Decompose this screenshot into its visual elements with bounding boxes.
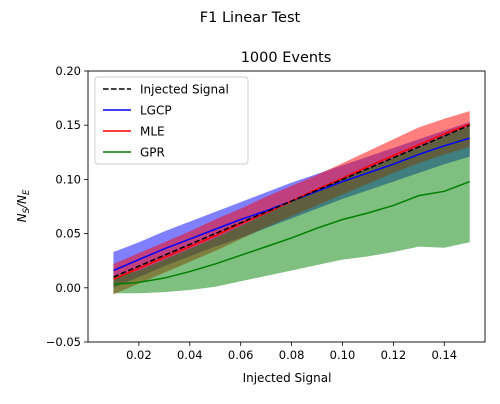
x-axis-label: Injected Signal bbox=[243, 371, 332, 385]
y-tick-label: 0.00 bbox=[55, 281, 81, 295]
y-tick-label: 0.20 bbox=[55, 64, 81, 78]
y-tick-label: −0.05 bbox=[46, 335, 81, 349]
x-tick-label: 0.02 bbox=[126, 348, 152, 362]
x-tick-label: 0.04 bbox=[177, 348, 203, 362]
y-tick-label: 0.05 bbox=[55, 227, 81, 241]
y-label-main: N bbox=[15, 213, 29, 222]
legend-box bbox=[94, 76, 249, 165]
x-tick-label: 0.10 bbox=[330, 348, 356, 362]
figure-suptitle: F1 Linear Test bbox=[200, 10, 301, 26]
mle-legend-label: MLE bbox=[140, 125, 165, 139]
y-label-den-main: N bbox=[15, 195, 29, 204]
x-tick-label: 0.14 bbox=[431, 348, 457, 362]
y-axis-ticks: −0.05 0.00 0.05 0.10 0.15 0.20 bbox=[46, 64, 88, 349]
y-label-slash: / bbox=[15, 202, 29, 209]
y-tick-label: 0.10 bbox=[55, 172, 81, 186]
axes-title: 1000 Events bbox=[241, 50, 332, 66]
series-lines bbox=[113, 123, 471, 286]
injected-signal-line bbox=[113, 124, 471, 278]
lgcp-legend-label: LGCP bbox=[140, 104, 172, 118]
y-label-num-sub: S bbox=[22, 207, 32, 213]
x-tick-label: 0.12 bbox=[381, 348, 407, 362]
y-tick-label: 0.15 bbox=[55, 118, 81, 132]
x-tick-label: 0.08 bbox=[279, 348, 305, 362]
x-tick-label: 0.06 bbox=[228, 348, 254, 362]
plot-frame bbox=[87, 70, 486, 343]
injected-signal-legend-label: Injected Signal bbox=[140, 83, 229, 97]
x-axis-ticks: 0.02 0.04 0.06 0.08 0.10 0.12 0.14 bbox=[126, 342, 457, 362]
y-axis-label: NS/NE bbox=[15, 189, 32, 222]
y-label-den-sub: E bbox=[22, 189, 32, 195]
gpr-line bbox=[113, 180, 470, 286]
gpr-legend-label: GPR bbox=[140, 146, 165, 160]
legend: Injected Signal LGCP MLE GPR bbox=[94, 76, 249, 165]
